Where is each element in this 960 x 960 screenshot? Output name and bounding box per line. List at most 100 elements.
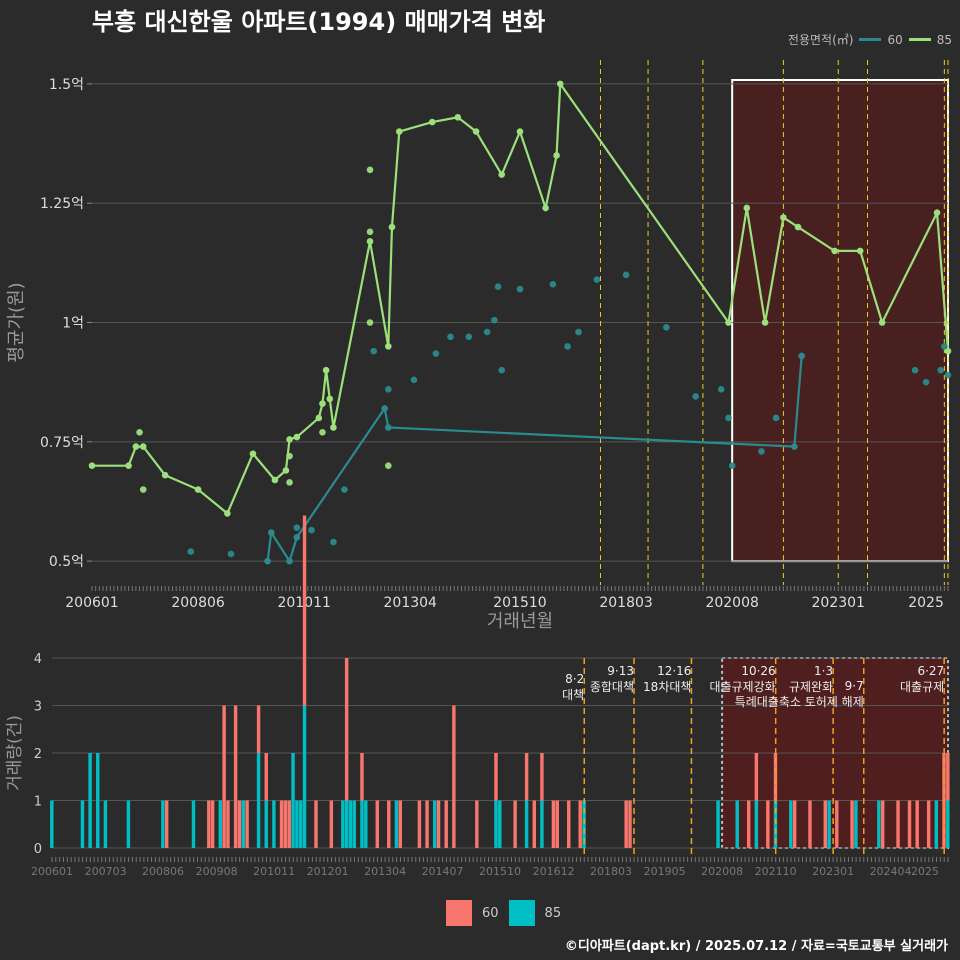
line-point-60 [293,533,301,541]
y-tick-label: 1.5억 [49,77,84,93]
line-point-60 [381,405,388,412]
bar-85 [364,800,368,848]
legend-swatch-85 [908,38,931,41]
bar-60 [444,800,448,848]
scatter-point-85 [136,428,143,436]
bar-x-tick-label: 202301 [812,865,854,878]
annotation-label: 1·3 [814,664,833,678]
bar-60 [494,753,498,801]
bar-x-tick-label: 201407 [422,865,464,878]
bar-85 [827,800,831,848]
bar-85 [498,800,502,848]
scatter-point-60 [447,333,454,341]
bar-85 [50,800,54,848]
bar-85 [494,800,498,848]
line-point-85 [498,171,506,178]
bar-60 [287,800,291,848]
bar-60 [946,753,950,801]
bar-60 [773,753,778,801]
bar-60 [452,705,456,848]
line-point-85 [780,214,787,221]
bar-x-tick-label: 202404 [870,865,912,878]
bar-x-tick-label: 200703 [85,865,127,878]
x-tick-label: 200806 [171,595,225,611]
scatter-point-60 [227,550,235,558]
bar-85 [854,800,858,848]
line-point-85 [293,433,301,441]
bar-x-tick-label: 201905 [644,865,686,878]
legend-bottom: 60 85 [446,900,561,926]
line-point-85 [286,436,293,443]
scatter-point-60 [663,323,670,331]
scatter-point-85 [319,428,326,436]
bar-60 [475,800,479,848]
bar-85 [754,800,759,848]
bar-60 [436,800,441,848]
annotation-label: 6·27 [917,664,944,678]
bar-60 [792,800,797,848]
series-line-60 [266,355,803,564]
x-tick-label: 200601 [65,595,118,611]
scatter-point-60 [187,548,195,555]
scatter-point-60 [341,486,348,493]
scatter-point-60 [385,386,392,393]
line-point-60 [791,443,798,450]
bar-60 [628,800,632,848]
bar-60 [540,753,544,801]
bar-y-tick-label: 3 [34,700,42,715]
scatter-point-60 [937,366,944,374]
line-point-85 [385,343,392,350]
line-point-60 [286,557,293,565]
scatter-point-60 [725,414,732,422]
bar-60 [164,800,169,848]
line-point-85 [249,450,257,458]
x-axis-label: 거래년월 [487,611,553,632]
bar-85 [80,800,85,848]
scatter-point-85 [139,486,147,493]
bar-85 [344,800,349,848]
bar-60 [360,753,364,801]
bar-60 [283,800,288,848]
bar-60 [417,800,422,848]
bar-85 [789,800,793,848]
scatter-point-60 [772,414,780,422]
bar-85 [735,800,739,848]
annotation-label: 대책 [562,687,584,702]
bar-85 [348,800,353,848]
line-point-60 [264,557,271,565]
bar-60 [207,800,211,848]
line-point-85 [395,128,403,135]
line-point-85 [366,238,374,245]
scatter-point-60 [911,366,919,374]
bar-85 [773,800,778,848]
bar-85 [264,800,268,848]
legend-box-60 [446,900,472,926]
bar-60 [532,800,536,848]
bar-60 [222,705,226,848]
scatter-point-60 [622,271,630,279]
bar-60 [896,800,900,848]
line-point-85 [319,400,326,407]
bar-60 [264,753,268,801]
bar-85 [360,800,364,848]
scatter-point-60 [465,333,473,341]
bar-60 [226,800,230,848]
line-point-85 [224,510,231,517]
bar-y-axis-label: 거래량(건) [5,715,25,791]
bar-60 [850,800,854,848]
bar-85 [256,753,261,848]
line-point-85 [472,128,480,135]
x-tick-label: 201510 [493,595,546,611]
bar-60 [624,800,628,848]
bar-x-tick-label: 200806 [142,865,184,878]
bar-60 [808,800,812,848]
x-tick-label: 201304 [384,595,438,611]
scatter-point-85 [366,319,374,326]
line-point-85 [428,118,436,126]
line-point-85 [556,80,564,88]
annotation-label: 9·7 [845,679,864,693]
bar-60 [524,753,529,801]
bar-60 [329,800,334,848]
line-point-85 [794,223,802,231]
bar-60 [302,515,307,706]
